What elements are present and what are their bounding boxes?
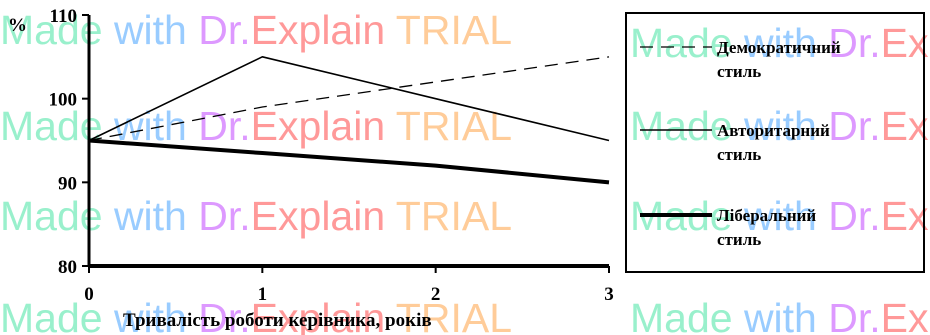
watermark-text: Made with Dr.Explain TRIAL	[630, 193, 930, 239]
legend-label: Авторитарний	[717, 121, 830, 140]
x-axis-title: Тривалість роботи керівника, років	[123, 310, 432, 331]
y-tick-label: 80	[58, 257, 77, 278]
x-tick-label: 1	[258, 284, 268, 305]
watermark-text: Made with Dr.Explain TRIAL	[0, 295, 512, 335]
watermark-text: Made with Dr.Explain TRIAL	[630, 103, 930, 149]
legend-label: стиль	[717, 230, 761, 249]
legend: Демократичний стиль Авторитарний стиль Лібер…	[625, 12, 925, 273]
legend-label: Демократичний	[717, 38, 841, 57]
y-tick-label: 100	[49, 90, 78, 111]
x-tick-label: 3	[604, 284, 614, 305]
legend-label: стиль	[717, 62, 761, 81]
watermark-text: Made with Dr.Explain TRIAL	[0, 103, 512, 149]
series-line-1	[88, 56, 610, 142]
legend-box	[625, 12, 925, 273]
legend-label: стиль	[717, 145, 761, 164]
watermark-text: Made with Dr.Explain TRIAL	[630, 20, 930, 66]
legend-label: Ліберальний	[717, 206, 816, 225]
x-tick-label: 2	[431, 284, 441, 305]
series-lines	[88, 56, 610, 185]
y-axis-title: %	[8, 15, 27, 36]
watermark-text: Made with Dr.Explain TRIAL	[0, 193, 512, 239]
tick-labels: 80 90 100 110 0 1 2 3% Тривалість роботи керівни…	[8, 6, 614, 331]
series-line-2	[88, 56, 610, 142]
x-tick-label: 0	[84, 284, 94, 305]
watermark-text: Made with Dr.Explain TRIAL	[630, 295, 930, 335]
series-line-3	[88, 138, 610, 185]
y-tick-label: 90	[58, 173, 77, 194]
y-tick-label: 110	[50, 6, 77, 27]
watermark-layer: Made with Dr.Explain TRIAL Made with Dr.E…	[0, 7, 930, 335]
watermark-text: Made with Dr.Explain TRIAL	[0, 7, 512, 53]
